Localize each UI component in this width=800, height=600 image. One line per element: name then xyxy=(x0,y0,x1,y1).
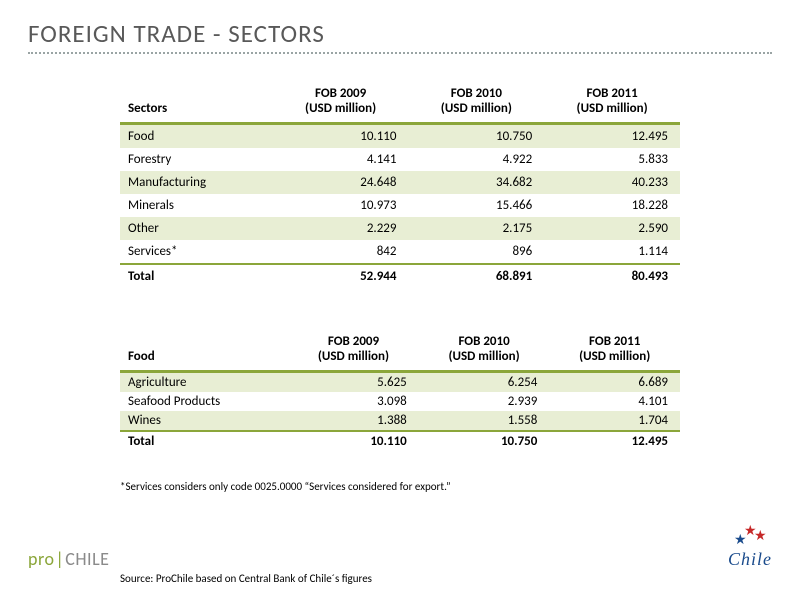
logo-divider-icon: | xyxy=(55,548,64,570)
cell-value: 12.495 xyxy=(544,124,680,149)
col-header-sectors: Sectors xyxy=(120,80,273,124)
cell-value: 3.098 xyxy=(288,392,419,411)
cell-value: 34.682 xyxy=(408,171,544,194)
col-header-2009: FOB 2009(USD million) xyxy=(273,80,409,124)
cell-value: 18.228 xyxy=(544,194,680,217)
cell-value: 2.175 xyxy=(408,217,544,240)
total-row: Total10.11010.75012.495 xyxy=(120,431,680,451)
row-label: Agriculture xyxy=(120,372,288,393)
cell-value: 4.141 xyxy=(273,148,409,171)
col-header-2011: FOB 2011(USD million) xyxy=(544,80,680,124)
page-title: FOREIGN TRADE - SECTORS xyxy=(28,18,325,49)
cell-value: 5.625 xyxy=(288,372,419,393)
cell-value: 5.833 xyxy=(544,148,680,171)
row-label: Other xyxy=(120,217,273,240)
col-header-food: Food xyxy=(120,328,288,372)
table-row: Minerals10.97315.46618.228 xyxy=(120,194,680,217)
source-line: Source: ProChile based on Central Bank o… xyxy=(120,572,372,585)
col-header-2011: FOB 2011(USD million) xyxy=(549,328,680,372)
logo-pro: pro xyxy=(28,548,54,570)
total-label: Total xyxy=(120,431,288,451)
total-value: 10.750 xyxy=(419,431,550,451)
cell-value: 1.114 xyxy=(544,240,680,264)
row-label: Wines xyxy=(120,411,288,431)
table-row: Services*8428961.114 xyxy=(120,240,680,264)
table-row: Food10.11010.75012.495 xyxy=(120,124,680,149)
cell-value: 6.254 xyxy=(419,372,550,393)
sectors-tbody: Food10.11010.75012.495Forestry4.1414.922… xyxy=(120,124,680,289)
cell-value: 10.750 xyxy=(408,124,544,149)
cell-value: 10.110 xyxy=(273,124,409,149)
col-header-2009: FOB 2009(USD million) xyxy=(288,328,419,372)
sectors-table: Sectors FOB 2009(USD million) FOB 2010(U… xyxy=(120,80,680,288)
cell-value: 15.466 xyxy=(408,194,544,217)
total-value: 68.891 xyxy=(408,264,544,288)
cell-value: 842 xyxy=(273,240,409,264)
cell-value: 1.704 xyxy=(549,411,680,431)
col-header-2010: FOB 2010(USD million) xyxy=(408,80,544,124)
cell-value: 40.233 xyxy=(544,171,680,194)
cell-value: 2.229 xyxy=(273,217,409,240)
table-row: Manufacturing24.64834.68240.233 xyxy=(120,171,680,194)
total-value: 12.495 xyxy=(549,431,680,451)
cell-value: 1.388 xyxy=(288,411,419,431)
table-row: Wines1.3881.5581.704 xyxy=(120,411,680,431)
table-row: Seafood Products3.0982.9394.101 xyxy=(120,392,680,411)
prochile-logo: pro|CHILE xyxy=(28,548,109,570)
row-label: Forestry xyxy=(120,148,273,171)
chile-logo: ★ ★ ★ Chile xyxy=(728,531,772,570)
row-label: Manufacturing xyxy=(120,171,273,194)
cell-value: 1.558 xyxy=(419,411,550,431)
chile-stars-icon: ★ ★ ★ xyxy=(730,531,770,549)
table-row: Agriculture5.6256.2546.689 xyxy=(120,372,680,393)
col-header-2010: FOB 2010(USD million) xyxy=(419,328,550,372)
total-value: 52.944 xyxy=(273,264,409,288)
total-value: 80.493 xyxy=(544,264,680,288)
total-row: Total52.94468.89180.493 xyxy=(120,264,680,288)
total-value: 10.110 xyxy=(288,431,419,451)
cell-value: 10.973 xyxy=(273,194,409,217)
footnote: *Services considers only code 0025.0000 … xyxy=(120,480,451,493)
row-label: Food xyxy=(120,124,273,149)
table-row: Forestry4.1414.9225.833 xyxy=(120,148,680,171)
row-label: Services* xyxy=(120,240,273,264)
title-underline xyxy=(28,52,772,54)
cell-value: 6.689 xyxy=(549,372,680,393)
cell-value: 2.939 xyxy=(419,392,550,411)
food-tbody: Agriculture5.6256.2546.689Seafood Produc… xyxy=(120,372,680,452)
row-label: Seafood Products xyxy=(120,392,288,411)
row-label: Minerals xyxy=(120,194,273,217)
cell-value: 4.922 xyxy=(408,148,544,171)
cell-value: 24.648 xyxy=(273,171,409,194)
chile-word: Chile xyxy=(728,549,772,570)
cell-value: 896 xyxy=(408,240,544,264)
cell-value: 4.101 xyxy=(549,392,680,411)
logo-chile: CHILE xyxy=(65,548,109,570)
food-table: Food FOB 2009(USD million) FOB 2010(USD … xyxy=(120,328,680,451)
cell-value: 2.590 xyxy=(544,217,680,240)
total-label: Total xyxy=(120,264,273,288)
table-row: Other2.2292.1752.590 xyxy=(120,217,680,240)
